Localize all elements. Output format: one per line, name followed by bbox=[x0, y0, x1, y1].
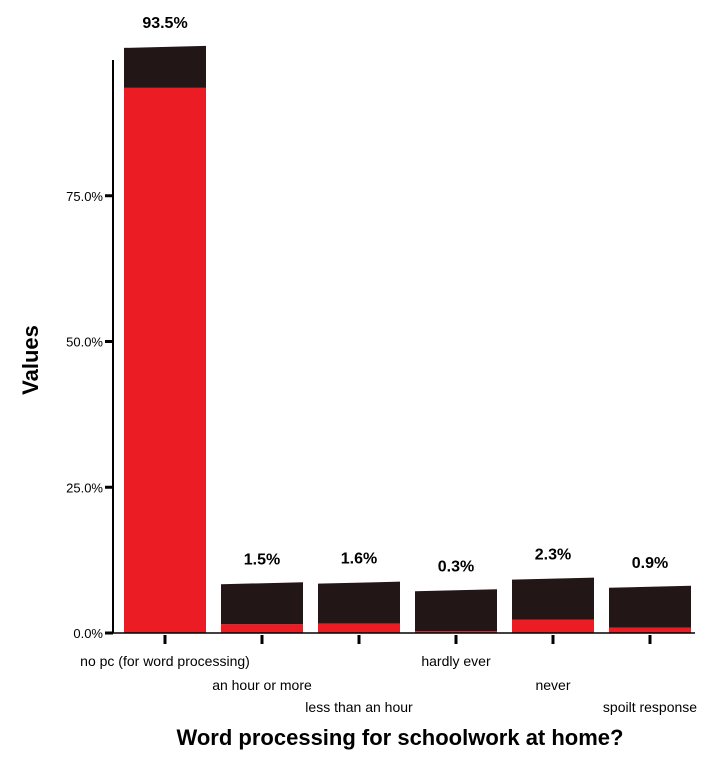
x-axis-title: Word processing for schoolwork at home? bbox=[177, 725, 624, 750]
data-label: 0.9% bbox=[632, 555, 668, 572]
bar bbox=[609, 627, 691, 633]
bar-top bbox=[318, 581, 400, 624]
bar-top bbox=[221, 582, 303, 625]
data-label: 2.3% bbox=[535, 547, 571, 564]
data-label: 1.6% bbox=[341, 551, 377, 568]
bar bbox=[318, 623, 400, 633]
data-label: 0.3% bbox=[438, 558, 474, 575]
y-axis-title: Values bbox=[18, 325, 43, 395]
x-tick-label: spoilt response bbox=[603, 699, 697, 715]
x-tick-label: hardly ever bbox=[421, 653, 491, 669]
data-label: 1.5% bbox=[244, 551, 280, 568]
bars-group bbox=[124, 45, 691, 633]
bar-top bbox=[415, 589, 497, 632]
bar-top bbox=[512, 577, 594, 620]
bar bbox=[221, 624, 303, 633]
bar bbox=[512, 619, 594, 633]
bar-top bbox=[124, 45, 206, 88]
x-tick-label: no pc (for word processing) bbox=[80, 653, 250, 669]
x-tick-label: never bbox=[535, 677, 570, 693]
bar bbox=[124, 87, 206, 633]
axes-group: 0.0% 25.0% 50.0% 75.0% bbox=[66, 60, 695, 644]
y-tick-label: 50.0% bbox=[66, 335, 103, 350]
x-tick-label: an hour or more bbox=[212, 677, 312, 693]
y-tick-label: 0.0% bbox=[73, 626, 103, 641]
y-tick-label: 25.0% bbox=[66, 480, 103, 495]
y-tick-label: 75.0% bbox=[66, 189, 103, 204]
bar bbox=[415, 631, 497, 633]
bar-top bbox=[609, 585, 691, 628]
x-tick-label: less than an hour bbox=[305, 699, 413, 715]
data-label: 93.5% bbox=[142, 15, 187, 32]
labels-group: 93.5% no pc (for word processing) 1.5% an h… bbox=[80, 15, 697, 715]
